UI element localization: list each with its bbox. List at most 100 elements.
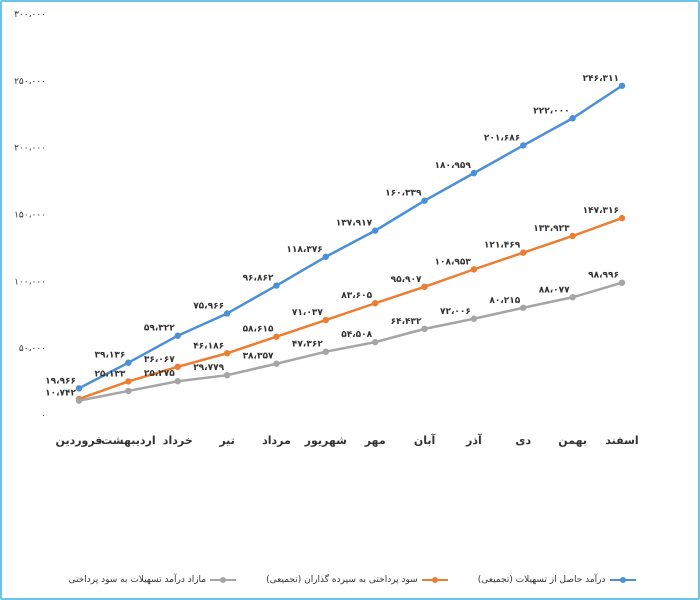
data-point bbox=[618, 82, 626, 89]
data-point bbox=[470, 315, 478, 322]
x-tick-label: اسفند bbox=[605, 434, 638, 447]
data-point bbox=[322, 348, 330, 355]
data-label: ۱۸۰،۹۵۹ bbox=[435, 161, 472, 171]
data-point bbox=[273, 282, 280, 289]
legend-item-deposit-profit: سود پرداختی به سپرده گذاران (تجمیعی) bbox=[266, 575, 448, 585]
data-point bbox=[470, 169, 478, 177]
data-point bbox=[371, 338, 379, 346]
x-tick-label: مهر bbox=[364, 434, 386, 447]
data-point bbox=[421, 283, 428, 291]
x-tick-label: فروردین bbox=[56, 434, 103, 447]
legend-marker-income bbox=[619, 577, 626, 583]
line-chart: ۰ ۵۰،۰۰۰ ۱۰۰،۰۰۰ ۱۵۰،۰۰۰ ۲۰۰،۰۰۰ ۲۵۰،۰۰۰ ۳۰۰،۰… bbox=[14, 10, 639, 447]
data-point bbox=[322, 316, 330, 324]
data-point bbox=[125, 387, 132, 395]
series-line-2 bbox=[78, 281, 623, 402]
legend-label-surplus: مازاد درآمد تسهیلات به سود پرداختی bbox=[68, 575, 207, 585]
x-tick-label: خرداد bbox=[163, 434, 193, 447]
data-label: ۳۸،۳۵۷ bbox=[243, 352, 274, 362]
data-point bbox=[470, 266, 478, 273]
series-line-1 bbox=[78, 216, 623, 401]
data-label: ۷۵،۹۶۶ bbox=[193, 301, 224, 311]
x-tick-label: تیر bbox=[218, 434, 234, 447]
legend-label-deposit-profit: سود پرداختی به سپرده گذاران (تجمیعی) bbox=[266, 575, 418, 585]
data-label: ۷۱،۰۳۷ bbox=[292, 308, 323, 318]
y-tick-label: ۳۰۰،۰۰۰ bbox=[14, 10, 46, 20]
data-point bbox=[223, 371, 231, 379]
legend-marker-surplus bbox=[220, 577, 227, 583]
data-label: ۳۹،۱۳۶ bbox=[94, 351, 125, 361]
data-label: ۸۳،۶۰۵ bbox=[341, 291, 372, 301]
data-label: ۳۶،۰۶۷ bbox=[144, 355, 175, 365]
data-label: ۴۶،۱۸۶ bbox=[193, 341, 224, 351]
data-point bbox=[569, 115, 576, 122]
data-label: ۲۲۲،۰۰۰ bbox=[533, 106, 569, 116]
data-point bbox=[174, 378, 181, 385]
data-point bbox=[371, 300, 379, 307]
data-label: ۵۹،۳۲۲ bbox=[144, 324, 175, 334]
data-label: ۲۵،۱۳۳ bbox=[94, 369, 125, 379]
data-point bbox=[125, 359, 132, 366]
data-point bbox=[618, 214, 626, 222]
x-tick-label: آبان bbox=[414, 433, 436, 447]
data-label: ۱۳۳،۹۲۳ bbox=[533, 224, 570, 234]
data-label: ۲۰۱،۶۸۶ bbox=[484, 133, 520, 143]
legend-marker-deposit-profit bbox=[431, 577, 438, 583]
data-label: ۵۸،۶۱۵ bbox=[243, 325, 274, 335]
y-tick-label: ۲۰۰،۰۰۰ bbox=[14, 144, 46, 154]
series-line-0 bbox=[78, 84, 623, 390]
x-tick-label: دی bbox=[515, 434, 531, 447]
data-label: ۲۵،۲۷۵ bbox=[144, 369, 175, 379]
data-point bbox=[322, 253, 330, 260]
y-tick-label: ۱۰۰،۰۰۰ bbox=[14, 277, 46, 287]
chart-legend: درآمد حاصل از تسهیلات (تجمیعی) سود پرداخ… bbox=[2, 570, 700, 590]
data-label: ۱۳۷،۹۱۷ bbox=[336, 219, 373, 229]
x-tick-label: آذر bbox=[465, 433, 482, 447]
data-point bbox=[618, 279, 626, 286]
data-label: ۱۶۰،۳۳۹ bbox=[385, 189, 422, 199]
data-point bbox=[174, 332, 181, 339]
data-label: ۱۹،۹۶۶ bbox=[45, 376, 76, 386]
data-label: ۹۵،۹۰۷ bbox=[391, 275, 422, 285]
x-tick-label: اردیبهشت bbox=[101, 434, 155, 447]
x-tick-label: مرداد bbox=[262, 434, 291, 447]
data-label: ۹۸،۹۹۶ bbox=[588, 271, 619, 281]
data-point bbox=[174, 363, 181, 370]
data-label: ۲۴۶،۳۱۱ bbox=[583, 74, 619, 84]
data-point bbox=[125, 378, 132, 385]
y-tick-label: ۲۵۰،۰۰۰ bbox=[14, 77, 46, 87]
legend-swatch-surplus bbox=[210, 575, 237, 585]
data-point bbox=[520, 142, 527, 149]
y-tick-label: ۰ bbox=[41, 411, 46, 421]
data-point bbox=[273, 333, 280, 340]
data-label: ۵۴،۵۰۸ bbox=[341, 330, 372, 340]
data-point bbox=[371, 227, 379, 234]
data-point bbox=[520, 249, 527, 256]
data-label: ۸۸،۰۷۷ bbox=[539, 285, 570, 295]
data-point bbox=[569, 232, 576, 240]
y-tick-label: ۱۵۰،۰۰۰ bbox=[14, 211, 46, 221]
data-point bbox=[75, 385, 83, 392]
x-tick-label: شهریور bbox=[304, 434, 347, 447]
data-point bbox=[520, 304, 527, 311]
data-point bbox=[223, 350, 231, 357]
y-tick-label: ۵۰،۰۰۰ bbox=[19, 344, 46, 354]
data-label: ۱۴۷،۳۱۶ bbox=[583, 206, 619, 216]
data-point bbox=[75, 397, 83, 404]
legend-swatch-deposit-profit bbox=[421, 575, 448, 585]
data-label: ۱۰۸،۹۵۳ bbox=[435, 257, 472, 267]
data-label: ۷۲،۰۰۶ bbox=[440, 307, 471, 317]
data-point bbox=[569, 294, 576, 301]
data-label: ۶۴،۴۳۲ bbox=[391, 317, 422, 327]
x-tick-label: بهمن bbox=[558, 434, 587, 447]
data-label: ۱۱۸،۳۷۶ bbox=[286, 245, 322, 255]
legend-label-income: درآمد حاصل از تسهیلات (تجمیعی) bbox=[477, 575, 606, 585]
data-point bbox=[223, 310, 231, 317]
data-label: ۲۹،۷۷۹ bbox=[193, 363, 224, 373]
data-point bbox=[421, 325, 428, 333]
legend-item-surplus: مازاد درآمد تسهیلات به سود پرداختی bbox=[68, 575, 237, 585]
legend-swatch-income bbox=[609, 575, 636, 585]
data-label: ۱۲۱،۴۶۹ bbox=[484, 241, 521, 251]
legend-item-income: درآمد حاصل از تسهیلات (تجمیعی) bbox=[478, 575, 636, 585]
data-label: ۴۷،۳۶۲ bbox=[292, 340, 323, 350]
